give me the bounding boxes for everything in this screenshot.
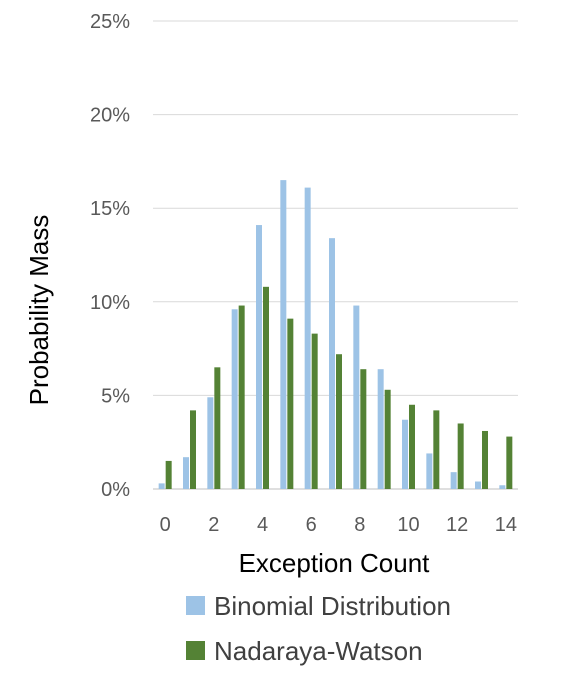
bar-nadaraya-watson [433, 410, 440, 489]
y-axis-ticks: 0% 5% 10% 15% 20% 25% [90, 11, 130, 501]
bar-binomial [353, 305, 360, 489]
y-tick-label: 10% [90, 292, 130, 314]
bar-nadaraya-watson [214, 367, 221, 489]
gridlines [153, 20, 518, 490]
bar-nadaraya-watson [238, 305, 245, 489]
bar-binomial [207, 397, 214, 489]
bar-binomial [158, 483, 165, 489]
x-tick-label: 12 [446, 514, 468, 536]
bar-binomial [475, 481, 481, 489]
legend-label: Nadaraya-Watson [214, 636, 423, 666]
y-tick-label: 15% [90, 198, 130, 220]
bar-binomial [304, 187, 311, 489]
bar-nadaraya-watson [336, 354, 342, 489]
bar-binomial [183, 457, 189, 489]
bar-binomial [256, 225, 262, 489]
bar-nadaraya-watson [287, 318, 294, 489]
x-tick-label: 8 [354, 514, 365, 536]
y-tick-label: 0% [101, 479, 130, 501]
bar-nadaraya-watson [457, 423, 464, 489]
bar-binomial [280, 180, 287, 489]
y-tick-label: 5% [101, 385, 130, 407]
x-tick-label: 0 [160, 514, 171, 536]
legend-label: Binomial Distribution [214, 591, 451, 621]
bar-binomial [329, 238, 335, 489]
bar-nadaraya-watson [360, 369, 367, 489]
legend: Binomial Distribution Nadaraya-Watson [186, 591, 451, 666]
bar-binomial [426, 453, 433, 489]
x-tick-label: 6 [306, 514, 317, 536]
x-tick-label: 14 [495, 514, 517, 536]
bar-binomial [450, 472, 457, 489]
bar-nadaraya-watson [482, 430, 488, 489]
y-axis-title: Probability Mass [24, 215, 54, 406]
x-axis-title: Exception Count [239, 548, 431, 578]
bar-nadaraya-watson [384, 389, 391, 489]
legend-swatch [186, 641, 205, 660]
y-tick-label: 25% [90, 11, 130, 33]
bar-nadaraya-watson [263, 286, 269, 489]
bar-nadaraya-watson [311, 333, 318, 489]
bar-binomial [499, 485, 506, 489]
x-tick-label: 10 [397, 514, 419, 536]
x-tick-label: 2 [208, 514, 219, 536]
bar-nadaraya-watson [506, 436, 513, 489]
y-tick-label: 20% [90, 105, 130, 127]
bars [158, 180, 513, 489]
bar-nadaraya-watson [190, 410, 196, 489]
x-tick-label: 4 [257, 514, 268, 536]
legend-swatch [186, 596, 205, 615]
bar-nadaraya-watson [409, 404, 415, 489]
x-axis-ticks: 0 2 4 6 8 10 12 14 [160, 514, 517, 536]
bar-nadaraya-watson [165, 460, 172, 489]
bar-binomial [402, 419, 408, 489]
bar-binomial [231, 309, 238, 489]
bar-binomial [377, 369, 384, 489]
